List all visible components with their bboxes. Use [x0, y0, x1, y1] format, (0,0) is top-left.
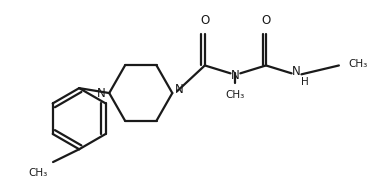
Text: N: N: [175, 83, 184, 96]
Text: H: H: [301, 77, 309, 87]
Text: N: N: [292, 65, 301, 78]
Text: CH₃: CH₃: [28, 168, 47, 178]
Text: O: O: [200, 14, 210, 27]
Text: N: N: [97, 87, 106, 100]
Text: CH₃: CH₃: [349, 60, 368, 69]
Text: CH₃: CH₃: [226, 90, 245, 100]
Text: O: O: [262, 14, 270, 27]
Text: N: N: [231, 69, 240, 82]
